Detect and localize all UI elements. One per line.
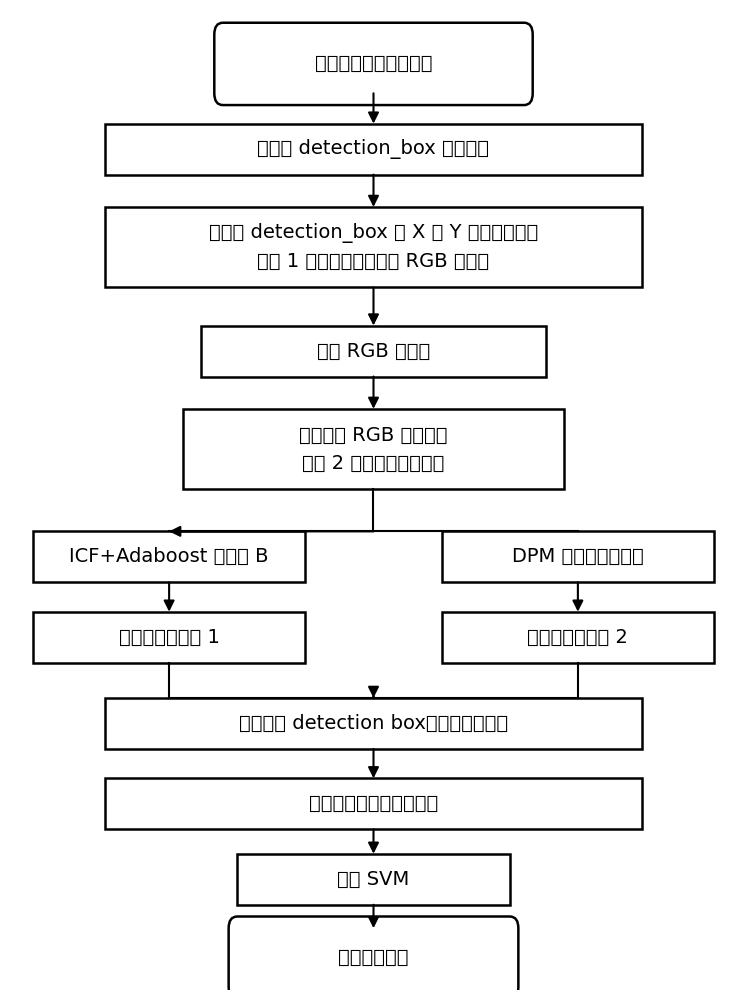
Text: 放大 RGB 图像块: 放大 RGB 图像块: [317, 342, 430, 361]
Text: 对每一个 RGB 图像块同
时用 2 种分类器进行检测: 对每一个 RGB 图像块同 时用 2 种分类器进行检测: [300, 426, 447, 473]
FancyBboxPatch shape: [441, 531, 714, 582]
FancyBboxPatch shape: [184, 409, 563, 489]
Text: 低置信度行人检测结果: 低置信度行人检测结果: [314, 54, 433, 73]
FancyBboxPatch shape: [214, 23, 533, 105]
FancyBboxPatch shape: [105, 124, 642, 175]
FancyBboxPatch shape: [441, 612, 714, 663]
Text: 将每个 detection_box 在 X 和 Y 轴方向延伸，
取得 1 个包含更多范围的 RGB 图像块: 将每个 detection_box 在 X 和 Y 轴方向延伸， 取得 1 个包…: [209, 223, 538, 271]
Text: 删除重叠 detection box，合并检测结果: 删除重叠 detection box，合并检测结果: [239, 714, 508, 733]
FancyBboxPatch shape: [105, 778, 642, 829]
Text: 行人检测结果集 2: 行人检测结果集 2: [527, 628, 628, 647]
Text: 行人检测结果集 1: 行人检测结果集 1: [119, 628, 220, 647]
FancyBboxPatch shape: [105, 698, 642, 749]
Text: 裁决 SVM: 裁决 SVM: [338, 870, 409, 889]
Text: 计算检测结果的特征向量: 计算检测结果的特征向量: [309, 794, 438, 813]
Text: 对每个 detection_box 进行处理: 对每个 detection_box 进行处理: [258, 139, 489, 159]
Text: 行人检测结果: 行人检测结果: [338, 948, 409, 967]
FancyBboxPatch shape: [202, 326, 545, 377]
FancyBboxPatch shape: [33, 612, 306, 663]
FancyBboxPatch shape: [105, 207, 642, 287]
FancyBboxPatch shape: [33, 531, 306, 582]
FancyBboxPatch shape: [229, 916, 518, 999]
Text: DPM 行人检测分类器: DPM 行人检测分类器: [512, 547, 644, 566]
FancyBboxPatch shape: [238, 854, 509, 905]
Text: ICF+Adaboost 分类器 B: ICF+Adaboost 分类器 B: [69, 547, 269, 566]
